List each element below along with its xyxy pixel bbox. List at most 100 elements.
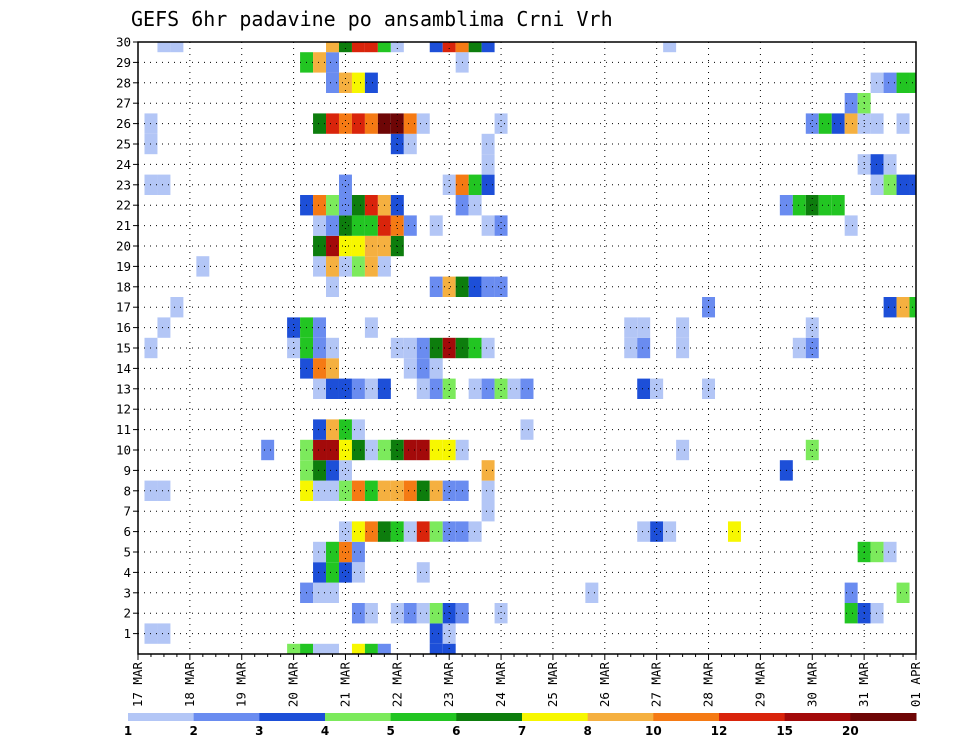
heatmap-cell <box>364 195 378 216</box>
heatmap-cell <box>442 521 456 542</box>
heatmap-cell <box>364 603 378 624</box>
heatmap-cell <box>429 337 443 359</box>
heatmap-cell <box>403 603 417 624</box>
heatmap-cell <box>676 439 690 461</box>
heatmap-cell <box>403 358 417 379</box>
heatmap-cell <box>883 541 897 563</box>
heatmap-cell <box>326 42 339 53</box>
heatmap-cell <box>313 378 327 399</box>
heatmap-cell <box>844 582 858 603</box>
heatmap-cell <box>507 378 521 399</box>
heatmap-cell <box>390 480 404 501</box>
heatmap-cell <box>326 256 339 277</box>
colorbar-swatch <box>522 713 589 721</box>
heatmap-cell <box>313 195 327 216</box>
heatmap-cell <box>429 521 443 542</box>
heatmap-cell <box>313 582 327 603</box>
heatmap-cell <box>351 603 365 624</box>
heatmap-cell <box>313 317 327 338</box>
y-tick-label: 27 <box>116 96 131 111</box>
heatmap-cell <box>429 643 443 654</box>
x-tick-label: 30 MAR <box>804 662 819 708</box>
heatmap-cell <box>364 317 378 338</box>
heatmap-cell <box>338 460 352 481</box>
heatmap-cell <box>844 603 858 624</box>
heatmap-cell <box>403 521 417 542</box>
heatmap-cell <box>351 439 365 461</box>
heatmap-cell <box>351 113 365 134</box>
colorbar-label: 15 <box>776 724 793 738</box>
heatmap-cell <box>364 215 378 236</box>
heatmap-cell <box>416 337 430 359</box>
heatmap-cell <box>157 480 171 501</box>
x-tick-label: 31 MAR <box>856 662 871 708</box>
heatmap-cell <box>364 256 378 277</box>
colorbar-swatch <box>128 713 195 721</box>
heatmap-cell <box>520 419 534 440</box>
colorbar-swatch <box>259 713 326 721</box>
heatmap-cell <box>403 133 417 155</box>
heatmap-cell <box>870 154 884 175</box>
colorbar-swatch <box>325 713 392 721</box>
heatmap-cell <box>429 603 443 624</box>
heatmap-cell <box>870 72 884 93</box>
heatmap-cell <box>157 317 171 338</box>
y-tick-label: 11 <box>116 422 131 437</box>
heatmap-cell <box>896 174 910 195</box>
heatmap-cell <box>403 439 417 461</box>
heatmap-cell <box>364 439 378 461</box>
heatmap-cell <box>442 378 456 399</box>
heatmap-cell <box>351 42 365 53</box>
colorbar-label: 7 <box>518 724 526 738</box>
heatmap-cell <box>403 480 417 501</box>
heatmap-cell <box>338 174 352 195</box>
y-tick-label: 5 <box>123 545 131 560</box>
colorbar-swatch <box>653 713 720 721</box>
y-tick-label: 19 <box>116 259 131 274</box>
heatmap-cell <box>326 52 339 73</box>
heatmap-cell <box>494 603 508 624</box>
heatmap-cell <box>429 215 443 236</box>
heatmap-cell <box>351 72 365 93</box>
heatmap-cell <box>455 42 469 53</box>
heatmap-cell <box>637 378 651 399</box>
heatmap-cell <box>157 174 171 195</box>
x-tick-label: 29 MAR <box>752 662 767 708</box>
heatmap-cell <box>468 42 482 53</box>
heatmap-cell <box>377 42 391 53</box>
heatmap-cell <box>520 378 534 399</box>
heatmap-cell <box>338 521 352 542</box>
heatmap-cell <box>468 195 482 216</box>
heatmap-cell <box>818 195 832 216</box>
heatmap-cell <box>481 480 495 501</box>
heatmap-cell <box>313 358 327 379</box>
heatmap-cell <box>481 154 495 175</box>
heatmap-cell <box>351 541 365 563</box>
y-axis: 1234567891011121314151617181920212223242… <box>116 35 138 641</box>
heatmap-cell <box>326 72 339 93</box>
heatmap-cell <box>326 337 339 359</box>
heatmap-cell <box>157 42 171 53</box>
y-tick-label: 14 <box>116 361 131 376</box>
heatmap-cell <box>663 42 677 53</box>
heatmap-cell <box>351 521 365 542</box>
y-tick-label: 13 <box>116 381 131 396</box>
heatmap-cell <box>403 215 417 236</box>
y-tick-label: 25 <box>116 137 131 152</box>
heatmap-cell <box>313 113 327 134</box>
heatmap-cell <box>170 297 184 318</box>
x-tick-label: 26 MAR <box>597 662 612 708</box>
heatmap-cell <box>663 521 677 542</box>
heatmap-cell <box>416 358 430 379</box>
heatmap-cell <box>844 215 858 236</box>
heatmap-cell <box>338 562 352 583</box>
y-tick-label: 18 <box>116 279 131 294</box>
y-tick-label: 22 <box>116 198 131 213</box>
heatmap-cell <box>326 460 339 481</box>
heatmap-cell <box>390 113 404 134</box>
heatmap-cell <box>429 358 443 379</box>
heatmap-cell <box>326 419 339 440</box>
heatmap-cell <box>313 460 327 481</box>
heatmap-cell <box>442 174 456 195</box>
